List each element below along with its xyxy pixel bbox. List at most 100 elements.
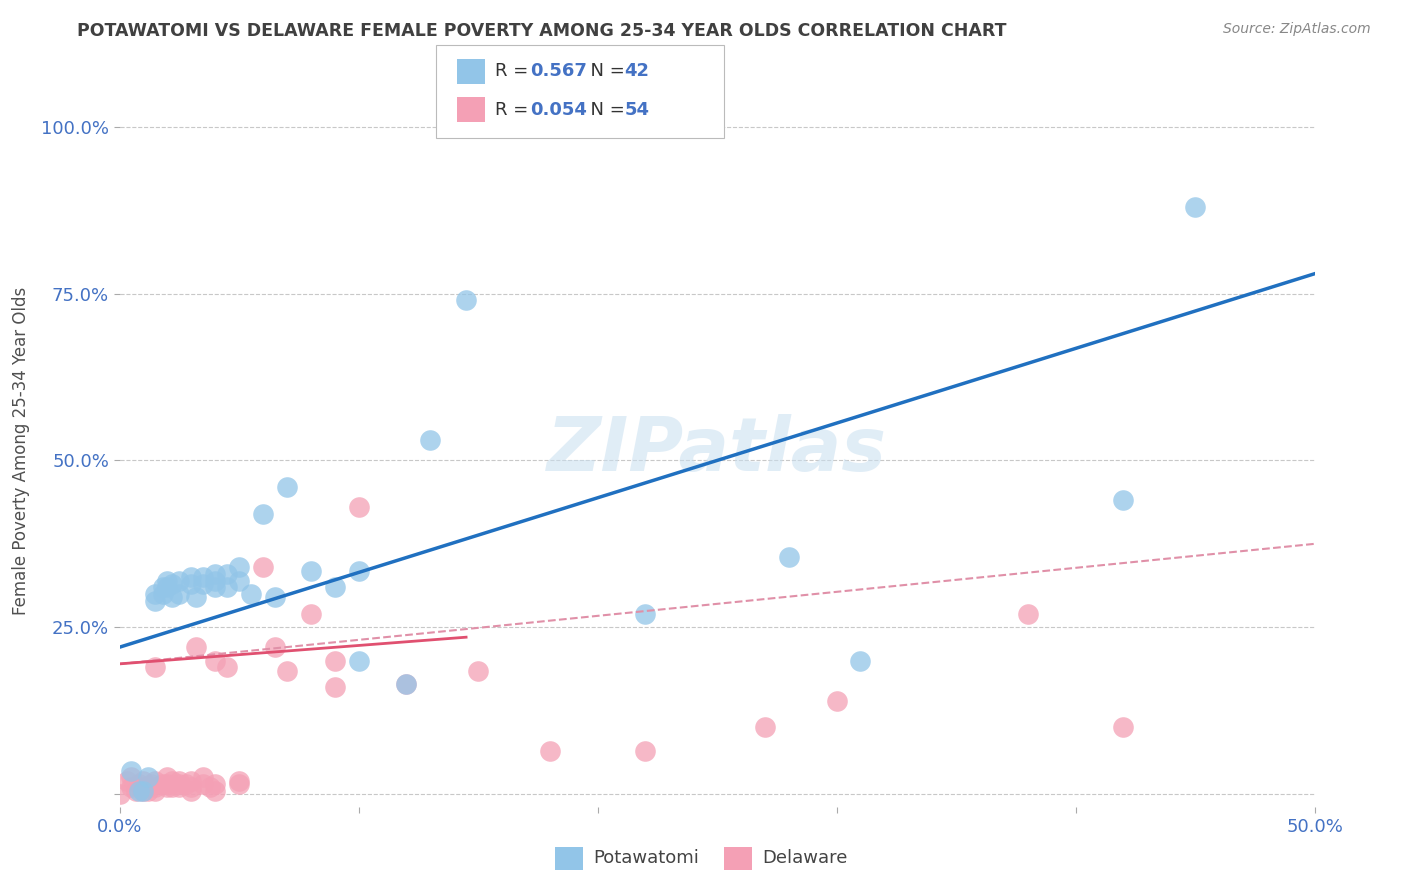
- Point: [156, 574, 179, 588]
- Point: [191, 777, 215, 791]
- Point: [156, 780, 179, 795]
- Point: [136, 783, 159, 797]
- Point: [634, 607, 657, 621]
- Point: [152, 777, 174, 791]
- Point: [323, 680, 346, 694]
- Point: [538, 743, 561, 757]
- Point: [145, 587, 166, 601]
- Text: POTAWATOMI VS DELAWARE FEMALE POVERTY AMONG 25-34 YEAR OLDS CORRELATION CHART: POTAWATOMI VS DELAWARE FEMALE POVERTY AM…: [77, 22, 1007, 40]
- Point: [132, 783, 155, 797]
- Point: [778, 550, 800, 565]
- Point: [754, 720, 776, 734]
- Point: [136, 780, 159, 795]
- Point: [395, 677, 418, 691]
- Point: [145, 780, 166, 795]
- Point: [204, 783, 226, 797]
- Point: [180, 577, 202, 591]
- Text: N =: N =: [579, 62, 631, 80]
- Point: [204, 574, 226, 588]
- Point: [121, 770, 143, 784]
- Point: [204, 654, 226, 668]
- Point: [419, 434, 441, 448]
- Point: [200, 780, 222, 795]
- Point: [395, 677, 418, 691]
- Point: [228, 560, 250, 574]
- Point: [180, 773, 202, 788]
- Point: [160, 577, 183, 591]
- Point: [347, 654, 370, 668]
- Text: Source: ZipAtlas.com: Source: ZipAtlas.com: [1223, 22, 1371, 37]
- Point: [180, 570, 202, 584]
- Point: [323, 580, 346, 594]
- Point: [191, 570, 215, 584]
- Text: 54: 54: [624, 101, 650, 119]
- Text: 0.054: 0.054: [530, 101, 586, 119]
- Text: Delaware: Delaware: [762, 849, 848, 867]
- Point: [156, 777, 179, 791]
- Point: [152, 587, 174, 601]
- Point: [323, 654, 346, 668]
- Point: [156, 580, 179, 594]
- Text: 0.567: 0.567: [530, 62, 586, 80]
- Point: [467, 664, 489, 678]
- Point: [264, 590, 287, 604]
- Point: [152, 580, 174, 594]
- Point: [169, 587, 191, 601]
- Text: R =: R =: [495, 101, 534, 119]
- Point: [204, 580, 226, 594]
- Point: [217, 660, 239, 674]
- Point: [1184, 200, 1206, 214]
- Point: [169, 773, 191, 788]
- Point: [136, 770, 159, 784]
- Point: [276, 480, 298, 494]
- Point: [228, 777, 250, 791]
- Point: [160, 780, 183, 795]
- Point: [180, 780, 202, 795]
- Point: [160, 590, 183, 604]
- Point: [204, 777, 226, 791]
- Point: [347, 564, 370, 578]
- Point: [228, 574, 250, 588]
- Point: [108, 787, 131, 801]
- Point: [264, 640, 287, 655]
- Text: Potawatomi: Potawatomi: [593, 849, 699, 867]
- Point: [121, 764, 143, 778]
- Point: [184, 640, 207, 655]
- Text: N =: N =: [579, 101, 631, 119]
- Point: [239, 587, 263, 601]
- Point: [191, 770, 215, 784]
- Point: [252, 560, 274, 574]
- Point: [228, 773, 250, 788]
- Point: [128, 783, 150, 797]
- Point: [299, 607, 322, 621]
- Text: ZIPatlas: ZIPatlas: [547, 414, 887, 487]
- Point: [347, 500, 370, 515]
- Point: [169, 777, 191, 791]
- Point: [204, 566, 226, 581]
- Point: [456, 293, 478, 308]
- Point: [180, 783, 202, 797]
- Point: [145, 773, 166, 788]
- Point: [252, 507, 274, 521]
- Point: [1112, 493, 1135, 508]
- Point: [176, 777, 198, 791]
- Point: [634, 743, 657, 757]
- Point: [825, 693, 848, 707]
- Point: [169, 574, 191, 588]
- Point: [169, 780, 191, 795]
- Point: [217, 580, 239, 594]
- Point: [849, 654, 872, 668]
- Text: R =: R =: [495, 62, 534, 80]
- Point: [1017, 607, 1039, 621]
- Point: [139, 777, 162, 791]
- Point: [184, 590, 207, 604]
- Point: [145, 660, 166, 674]
- Point: [276, 664, 298, 678]
- Y-axis label: Female Poverty Among 25-34 Year Olds: Female Poverty Among 25-34 Year Olds: [13, 286, 30, 615]
- Point: [160, 773, 183, 788]
- Point: [217, 566, 239, 581]
- Point: [299, 564, 322, 578]
- Point: [145, 783, 166, 797]
- Point: [156, 770, 179, 784]
- Point: [191, 577, 215, 591]
